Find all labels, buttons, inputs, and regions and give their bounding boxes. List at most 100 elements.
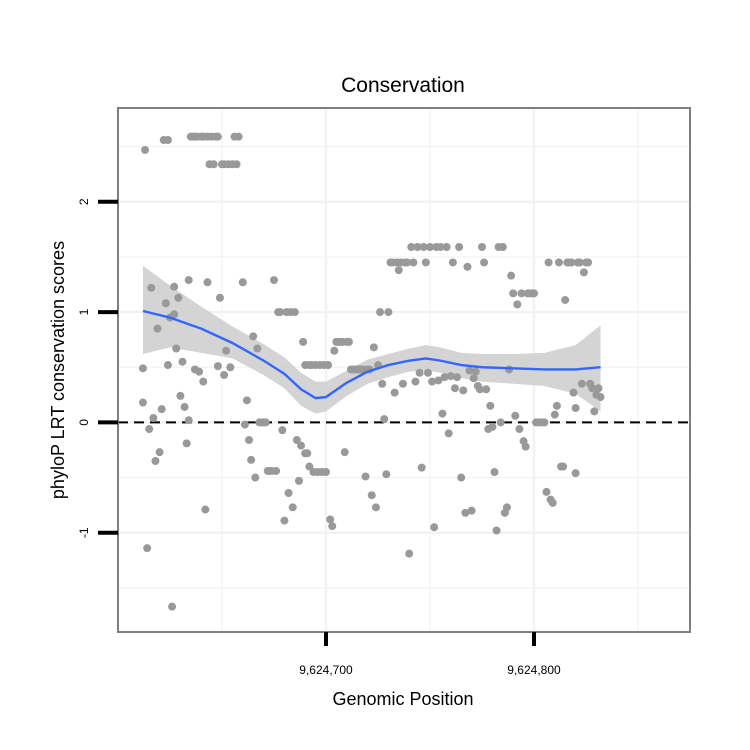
- data-point: [405, 549, 414, 558]
- smooth-line-layer: [142, 309, 601, 400]
- data-point: [380, 415, 389, 424]
- data-point: [530, 289, 538, 298]
- data-point: [292, 436, 301, 445]
- data-point: [163, 361, 172, 370]
- data-point: [398, 379, 407, 388]
- data-point: [567, 258, 576, 267]
- data-point: [238, 278, 247, 287]
- y-tick-label: 2: [77, 198, 91, 205]
- y-tick-label: 0: [77, 419, 91, 426]
- data-point: [174, 293, 183, 302]
- data-point: [486, 401, 495, 410]
- data-point: [498, 242, 507, 251]
- data-point: [222, 346, 231, 355]
- data-point: [442, 242, 451, 251]
- data-point: [195, 367, 204, 376]
- data-point: [407, 242, 416, 251]
- data-point: [203, 278, 212, 287]
- y-axis: -1 0 1 2: [77, 198, 118, 538]
- confidence-band: [142, 265, 601, 414]
- data-point: [324, 361, 333, 370]
- data-point: [521, 442, 530, 451]
- data-point: [467, 506, 476, 515]
- data-point: [419, 242, 428, 251]
- data-point: [209, 160, 218, 169]
- data-point: [184, 276, 193, 285]
- data-point: [469, 374, 478, 383]
- confidence-band-layer: [142, 265, 601, 414]
- data-point: [284, 489, 293, 498]
- data-point: [305, 462, 314, 471]
- data-point: [513, 300, 522, 309]
- data-point: [596, 393, 605, 402]
- data-point: [157, 405, 166, 414]
- data-point: [478, 242, 486, 251]
- data-point: [559, 462, 568, 471]
- data-point: [199, 377, 208, 386]
- data-point: [297, 441, 306, 450]
- panel-border: [117, 107, 691, 633]
- data-point: [213, 132, 222, 141]
- data-point: [492, 526, 501, 535]
- data-point: [330, 346, 339, 355]
- data-point: [288, 503, 297, 512]
- data-point: [434, 376, 443, 385]
- data-point: [507, 271, 516, 280]
- data-point: [376, 308, 385, 317]
- data-point: [436, 242, 445, 251]
- chart-title: Conservation: [341, 74, 465, 97]
- data-point: [588, 384, 597, 393]
- data-point: [394, 266, 403, 275]
- data-point: [168, 602, 177, 611]
- data-point: [540, 418, 549, 427]
- data-point: [270, 276, 278, 285]
- data-point: [172, 344, 181, 353]
- data-point: [561, 295, 570, 304]
- data-point: [145, 425, 154, 434]
- data-point: [554, 258, 563, 267]
- data-point: [594, 384, 603, 393]
- data-point: [515, 425, 524, 434]
- data-point: [272, 466, 281, 475]
- data-point: [517, 289, 526, 298]
- data-point: [480, 258, 489, 267]
- data-point: [390, 388, 399, 397]
- x-tick-label: 9,624,700: [299, 663, 353, 677]
- data-point: [496, 418, 505, 427]
- data-point: [215, 293, 224, 302]
- data-point: [251, 473, 260, 482]
- data-point: [511, 411, 520, 420]
- data-point: [571, 404, 580, 413]
- data-point: [453, 373, 462, 382]
- y-tick-label: 1: [77, 308, 91, 315]
- data-point: [340, 448, 349, 457]
- x-axis: 9,624,700 9,624,800: [299, 632, 561, 677]
- data-point: [411, 377, 420, 386]
- data-point: [299, 337, 308, 346]
- data-point: [446, 372, 455, 381]
- data-point: [448, 258, 457, 267]
- data-point: [247, 455, 256, 464]
- data-point: [147, 283, 156, 292]
- data-point: [213, 362, 222, 371]
- data-point: [161, 299, 170, 308]
- data-point: [153, 324, 162, 333]
- data-point: [276, 308, 285, 317]
- data-point: [423, 368, 432, 377]
- data-point: [138, 398, 147, 407]
- data-point: [280, 516, 289, 525]
- data-point: [232, 160, 241, 169]
- data-point: [371, 503, 380, 512]
- data-point: [303, 449, 312, 458]
- data-point: [577, 379, 586, 388]
- data-point: [322, 468, 330, 477]
- points-layer: [138, 132, 605, 611]
- data-point: [550, 410, 559, 419]
- data-point: [328, 522, 337, 531]
- data-point: [220, 370, 229, 379]
- data-point: [575, 258, 584, 267]
- data-point: [184, 416, 193, 425]
- data-point: [180, 402, 189, 411]
- data-point: [294, 476, 303, 485]
